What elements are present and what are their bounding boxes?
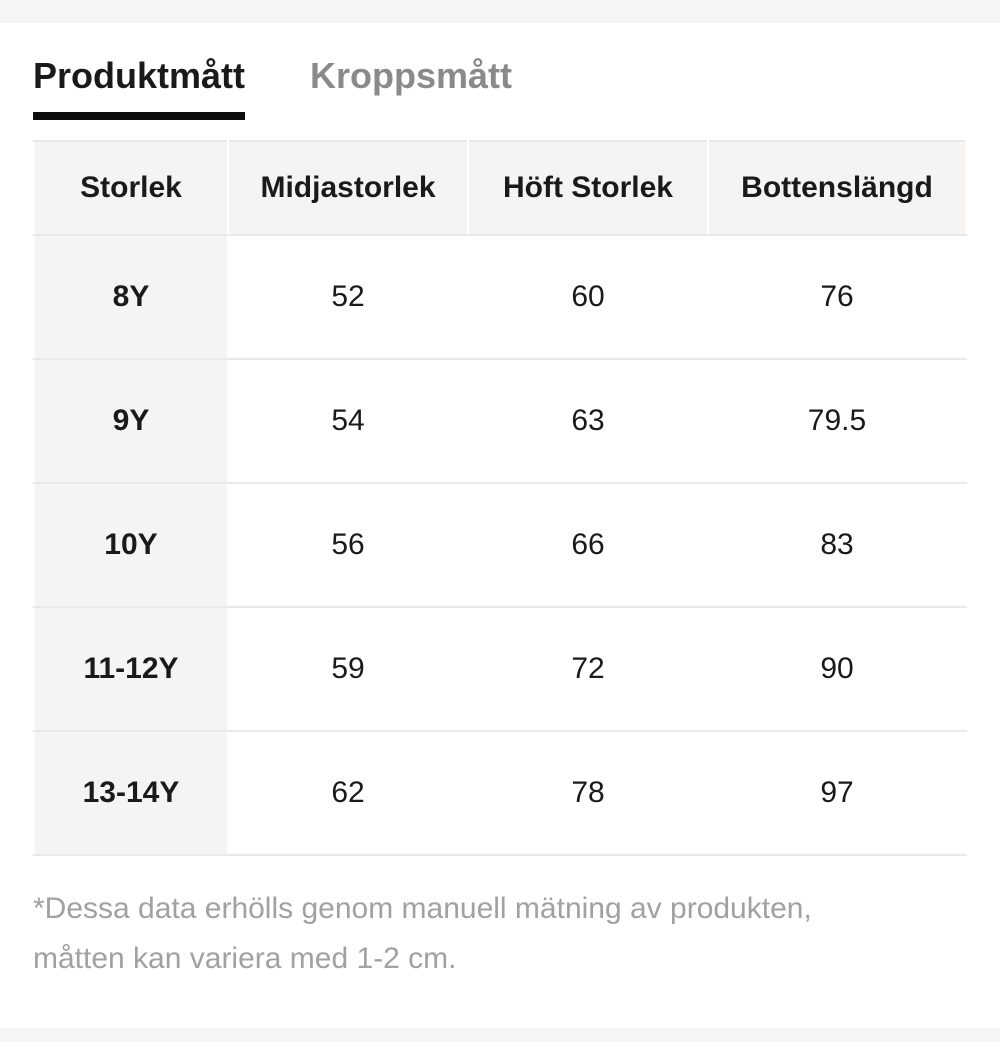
value-cell: 79.5 [707,358,967,484]
size-cell: 13-14Y [33,730,229,856]
tab-produktmatt-label: Produktmått [33,55,246,96]
table-row: 9Y 54 63 79.5 [33,358,967,484]
footnote-line-1: *Dessa data erhölls genom manuell mätnin… [33,892,812,925]
size-guide-panel: Produktmått Kroppsmått Storlek Midjastorl… [0,55,1000,984]
bottom-edge-strip [0,1028,1000,1042]
value-cell: 90 [707,606,967,732]
table-row: 13-14Y 62 78 97 [33,730,967,856]
tab-kroppsmatt[interactable]: Kroppsmått [310,55,512,120]
value-cell: 62 [227,730,469,856]
table-row: 11-12Y 59 72 90 [33,606,967,732]
header-cell: Bottenslängd [707,140,967,236]
value-cell: 72 [467,606,709,732]
header-cell: Höft Storlek [467,140,709,236]
size-table: Storlek Midjastorlek Höft Storlek Bottenslä… [33,140,967,856]
value-cell: 97 [707,730,967,856]
value-cell: 56 [227,482,469,608]
table-row: 8Y 52 60 76 [33,234,967,360]
value-cell: 54 [227,358,469,484]
value-cell: 66 [467,482,709,608]
value-cell: 52 [227,234,469,360]
tabs-bar: Produktmått Kroppsmått [33,55,965,120]
value-cell: 76 [707,234,967,360]
tab-kroppsmatt-label: Kroppsmått [310,55,513,96]
value-cell: 60 [467,234,709,360]
tab-produktmatt[interactable]: Produktmått [33,55,246,120]
value-cell: 63 [467,358,709,484]
size-cell: 8Y [33,234,229,360]
top-edge-strip [0,0,1000,23]
footnote-line-2: måtten kan variera med 1-2 cm. [33,942,457,975]
value-cell: 59 [227,606,469,732]
header-row: Storlek Midjastorlek Höft Storlek Bottenslä… [33,140,967,236]
size-table-header: Storlek Midjastorlek Höft Storlek Bottenslä… [33,140,967,236]
table-row: 10Y 56 66 83 [33,482,967,608]
size-cell: 11-12Y [33,606,229,732]
footnote: *Dessa data erhölls genom manuell mätnin… [33,884,965,984]
size-cell: 10Y [33,482,229,608]
value-cell: 78 [467,730,709,856]
header-cell: Midjastorlek [227,140,469,236]
size-table-body: 8Y 52 60 76 9Y 54 63 79.5 10Y 56 66 83 11-12Y 59 72 90 1… [33,234,967,856]
size-cell: 9Y [33,358,229,484]
value-cell: 83 [707,482,967,608]
header-cell: Storlek [33,140,229,236]
